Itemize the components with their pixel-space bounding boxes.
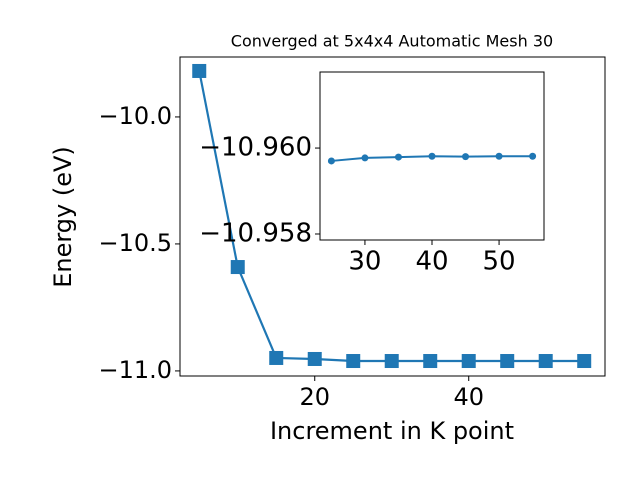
marker bbox=[346, 354, 361, 369]
marker bbox=[361, 154, 369, 162]
marker bbox=[384, 354, 399, 369]
y-tick-label: −10.960 bbox=[199, 133, 312, 163]
x-tick-label: 40 bbox=[453, 383, 484, 411]
marker bbox=[538, 354, 553, 369]
marker bbox=[230, 260, 245, 275]
y-tick-label: −11.0 bbox=[98, 356, 172, 384]
axes-frame bbox=[179, 56, 606, 377]
y-tick-label: −10.0 bbox=[98, 102, 172, 130]
y-axis-label: Energy (eV) bbox=[49, 146, 77, 288]
x-axis-label: Increment in K point bbox=[270, 417, 514, 445]
x-tick-label: 20 bbox=[299, 383, 330, 411]
x-tick-label: 40 bbox=[415, 247, 448, 277]
x-tick-label: 30 bbox=[348, 247, 381, 277]
marker bbox=[423, 354, 438, 369]
marker bbox=[529, 152, 537, 160]
marker bbox=[495, 152, 503, 160]
chart-title: Converged at 5x4x4 Automatic Mesh 30 bbox=[231, 32, 553, 51]
marker bbox=[394, 153, 402, 161]
x-tick-label: 50 bbox=[483, 247, 516, 277]
marker bbox=[269, 350, 284, 365]
marker bbox=[192, 63, 207, 78]
y-tick-label: −10.5 bbox=[98, 229, 172, 257]
marker bbox=[307, 351, 322, 366]
marker bbox=[462, 153, 470, 161]
y-tick-label: −10.958 bbox=[199, 218, 312, 248]
marker bbox=[428, 152, 436, 160]
marker bbox=[577, 354, 592, 369]
marker bbox=[461, 354, 476, 369]
marker bbox=[500, 354, 515, 369]
marker bbox=[327, 157, 335, 165]
